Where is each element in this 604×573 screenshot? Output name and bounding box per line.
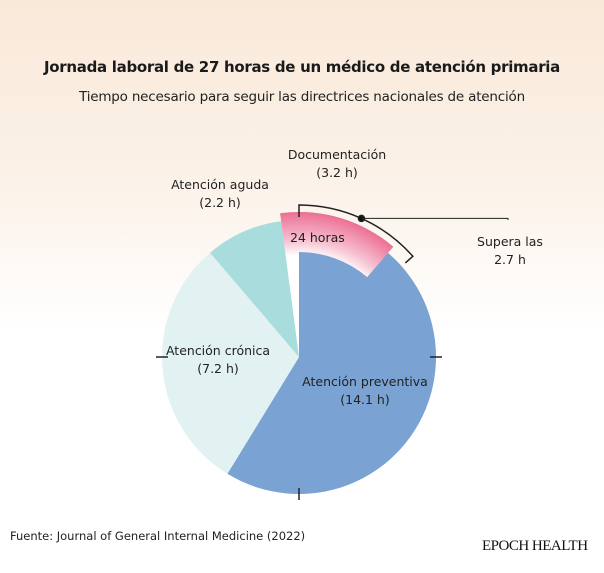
- excess-line1: Supera las: [477, 234, 543, 249]
- slice-name: Documentación: [287, 147, 387, 162]
- excess-line2: 2.7 h: [494, 252, 526, 267]
- slice-name: Atención crónica: [165, 343, 271, 358]
- chart-subtitle: Tiempo necesario para seguir las directr…: [79, 89, 525, 105]
- reference-label: 24 horas: [290, 230, 345, 245]
- slice-value: (7.2 h): [197, 361, 239, 376]
- pie-slice-3-overflow: [299, 212, 394, 278]
- label-preventiva: Atención preventiva (14.1 h): [290, 373, 440, 409]
- label-documentacion: Documentación (3.2 h): [262, 146, 412, 182]
- label-cronica: Atención crónica (7.2 h): [148, 342, 288, 378]
- brand-logo: EPOCH HEALTH: [482, 538, 588, 554]
- excess-label: Supera las 2.7 h: [460, 233, 560, 269]
- slice-name: Atención preventiva: [302, 374, 428, 389]
- chart-title: Jornada laboral de 27 horas de un médico…: [44, 58, 560, 76]
- pie-slice-1: [161, 252, 299, 474]
- source-note: Fuente: Journal of General Internal Medi…: [10, 529, 306, 543]
- pie-slice-0: [227, 220, 437, 495]
- pie-slice-2: [210, 221, 299, 357]
- slice-name: Atención aguda: [171, 177, 269, 192]
- slice-value: (2.2 h): [199, 195, 241, 210]
- excess-leader-line: [361, 217, 509, 220]
- slice-value: (3.2 h): [316, 165, 358, 180]
- label-aguda: Atención aguda (2.2 h): [150, 176, 290, 212]
- slice-value: (14.1 h): [340, 392, 390, 407]
